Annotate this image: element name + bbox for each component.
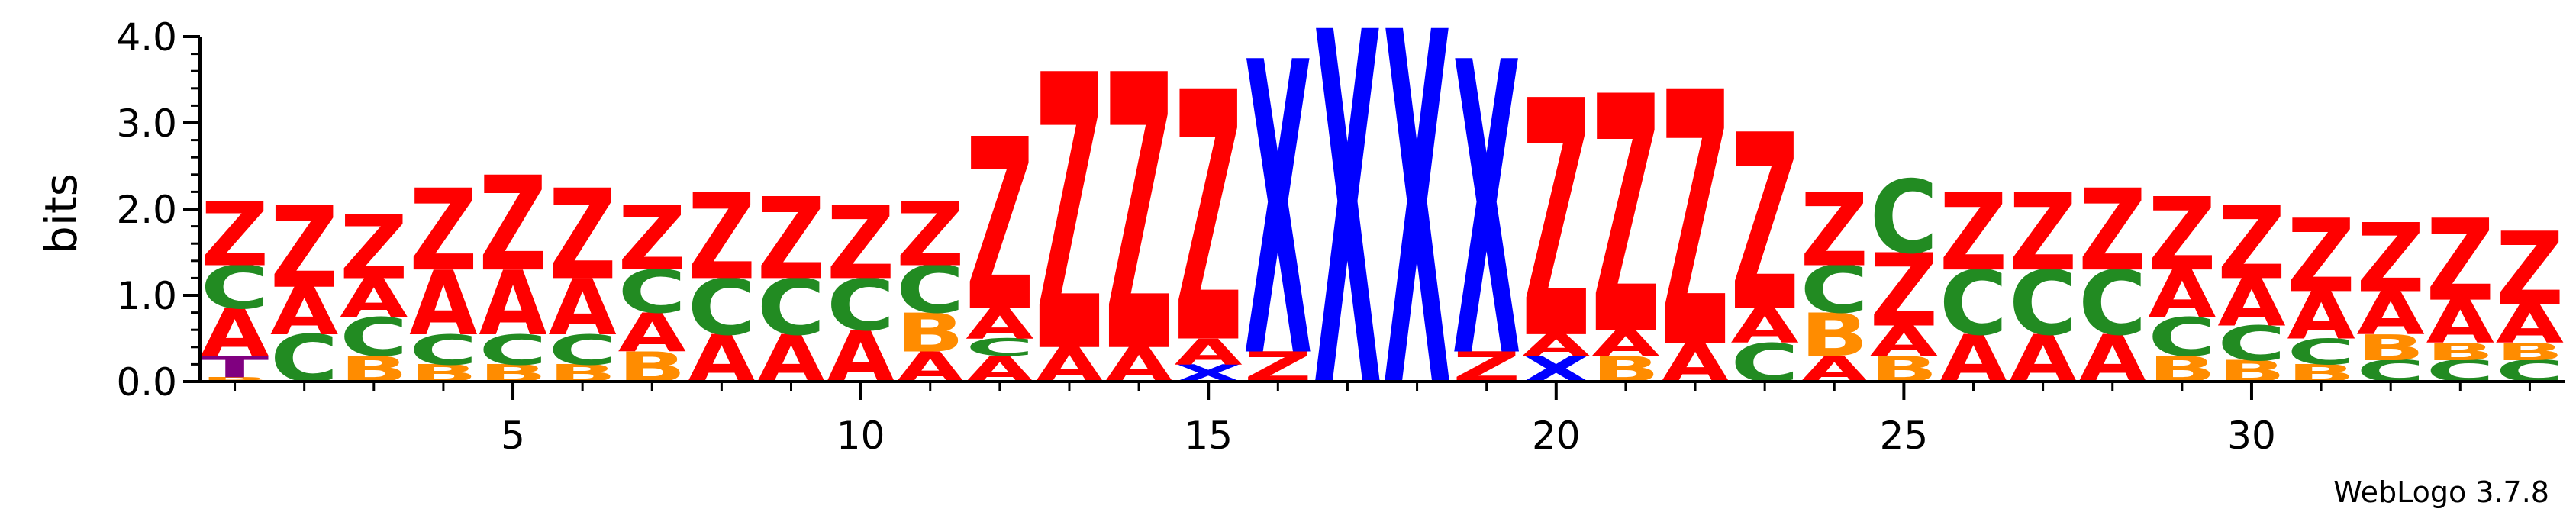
logo-letter-z: Z [1522, 32, 1590, 411]
logo-letter-z: Z [1730, 83, 1798, 366]
logo-letter-z: Z [896, 184, 964, 287]
logo-letter-z: Z [1939, 172, 2007, 295]
y-axis-label: bits [35, 173, 87, 254]
y-tick-label: 1.0 [116, 274, 177, 318]
logo-letter-c: C [1870, 159, 1938, 276]
logo-letter-z: Z [618, 188, 686, 291]
y-tick-label: 4.0 [116, 15, 177, 60]
logo-letter-z: Z [2357, 204, 2425, 314]
x-tick-label: 10 [837, 414, 885, 458]
logo-letter-z: Z [1035, 0, 1103, 437]
logo-letter-z: Z [2078, 166, 2146, 296]
logo-letter-z: Z [2217, 186, 2285, 303]
logo-letter-z: Z [340, 197, 408, 300]
x-tick-label: 30 [2227, 414, 2276, 458]
logo-letter-z: Z [2496, 211, 2564, 328]
logo-letter-z: Z [2426, 196, 2494, 327]
x-tick-label: 25 [1880, 414, 1929, 458]
x-tick-label: 20 [1532, 414, 1581, 458]
logo-letter-z: Z [827, 186, 895, 303]
logo-letter-z: Z [1175, 20, 1243, 420]
logo-letter-z: Z [1801, 173, 1868, 290]
logo-letter-x: X [1244, 0, 1312, 446]
logo-letter-z: Z [757, 175, 825, 305]
logo-letter-z: Z [201, 184, 269, 287]
logo-letter-z: Z [2009, 172, 2077, 295]
logo-letter-x: X [1314, 0, 1381, 496]
logo-letter-z: Z [966, 89, 1033, 364]
logo-letter-z: Z [1661, 18, 1729, 425]
y-tick-label: 0.0 [116, 360, 177, 404]
logo-letter-z: Z [479, 150, 546, 301]
logo-letter-z: Z [548, 163, 616, 308]
logo-letter-z: Z [409, 166, 477, 296]
x-tick-label: 5 [501, 414, 525, 458]
weblogo-credit: WebLogo 3.7.8 [2333, 475, 2549, 509]
logo-letter-x: X [1452, 0, 1520, 446]
x-tick-label: 15 [1184, 414, 1233, 458]
logo-letter-z: Z [1591, 28, 1659, 407]
logo-letter-z: Z [688, 169, 756, 307]
logo-letter-z: Z [2148, 177, 2216, 294]
logo-letter-z: Z [2287, 198, 2355, 315]
logo-glyphs: BTACZCAZBCAZBCAZBCAZBCAZBACZACZACZACZABC… [201, 0, 2564, 496]
y-tick-label: 3.0 [116, 101, 177, 146]
logo-letter-z: Z [270, 183, 338, 314]
y-tick-label: 2.0 [116, 188, 177, 232]
logo-letter-z: Z [1104, 0, 1172, 437]
logo-letter-x: X [1383, 0, 1451, 496]
